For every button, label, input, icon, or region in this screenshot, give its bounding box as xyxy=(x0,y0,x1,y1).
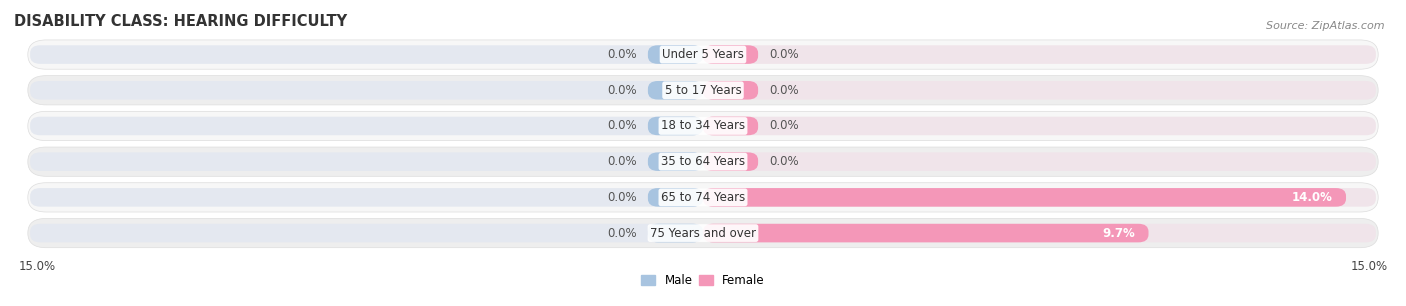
FancyBboxPatch shape xyxy=(30,81,703,99)
Text: 15.0%: 15.0% xyxy=(1350,260,1388,273)
FancyBboxPatch shape xyxy=(703,224,1149,242)
Text: 0.0%: 0.0% xyxy=(769,84,799,97)
FancyBboxPatch shape xyxy=(648,81,703,99)
FancyBboxPatch shape xyxy=(703,224,1376,242)
FancyBboxPatch shape xyxy=(30,224,703,242)
FancyBboxPatch shape xyxy=(648,152,703,171)
Text: 0.0%: 0.0% xyxy=(607,84,637,97)
FancyBboxPatch shape xyxy=(648,117,703,135)
FancyBboxPatch shape xyxy=(648,224,703,242)
FancyBboxPatch shape xyxy=(28,218,1378,248)
Legend: Male, Female: Male, Female xyxy=(637,270,769,292)
Text: 14.0%: 14.0% xyxy=(1291,191,1333,204)
Text: 0.0%: 0.0% xyxy=(607,226,637,240)
FancyBboxPatch shape xyxy=(703,81,1376,99)
Text: 5 to 17 Years: 5 to 17 Years xyxy=(665,84,741,97)
FancyBboxPatch shape xyxy=(30,117,703,135)
Text: 0.0%: 0.0% xyxy=(769,155,799,168)
Text: DISABILITY CLASS: HEARING DIFFICULTY: DISABILITY CLASS: HEARING DIFFICULTY xyxy=(14,13,347,28)
FancyBboxPatch shape xyxy=(703,188,1376,207)
Text: Source: ZipAtlas.com: Source: ZipAtlas.com xyxy=(1267,21,1385,32)
FancyBboxPatch shape xyxy=(703,117,1376,135)
FancyBboxPatch shape xyxy=(30,152,703,171)
Text: 35 to 64 Years: 35 to 64 Years xyxy=(661,155,745,168)
Text: Under 5 Years: Under 5 Years xyxy=(662,48,744,61)
FancyBboxPatch shape xyxy=(703,152,1376,171)
FancyBboxPatch shape xyxy=(703,188,1346,207)
Text: 0.0%: 0.0% xyxy=(769,48,799,61)
Text: 9.7%: 9.7% xyxy=(1102,226,1135,240)
FancyBboxPatch shape xyxy=(648,188,703,207)
FancyBboxPatch shape xyxy=(703,152,758,171)
FancyBboxPatch shape xyxy=(28,147,1378,176)
Text: 0.0%: 0.0% xyxy=(607,155,637,168)
FancyBboxPatch shape xyxy=(28,76,1378,105)
Text: 65 to 74 Years: 65 to 74 Years xyxy=(661,191,745,204)
FancyBboxPatch shape xyxy=(28,40,1378,69)
FancyBboxPatch shape xyxy=(703,45,1376,64)
Text: 18 to 34 Years: 18 to 34 Years xyxy=(661,119,745,132)
FancyBboxPatch shape xyxy=(703,117,758,135)
FancyBboxPatch shape xyxy=(703,45,758,64)
Text: 75 Years and over: 75 Years and over xyxy=(650,226,756,240)
Text: 0.0%: 0.0% xyxy=(607,48,637,61)
Text: 0.0%: 0.0% xyxy=(607,119,637,132)
FancyBboxPatch shape xyxy=(648,45,703,64)
Text: 15.0%: 15.0% xyxy=(18,260,56,273)
FancyBboxPatch shape xyxy=(28,111,1378,140)
FancyBboxPatch shape xyxy=(30,45,703,64)
FancyBboxPatch shape xyxy=(30,188,703,207)
FancyBboxPatch shape xyxy=(28,183,1378,212)
Text: 0.0%: 0.0% xyxy=(769,119,799,132)
Text: 0.0%: 0.0% xyxy=(607,191,637,204)
FancyBboxPatch shape xyxy=(703,81,758,99)
